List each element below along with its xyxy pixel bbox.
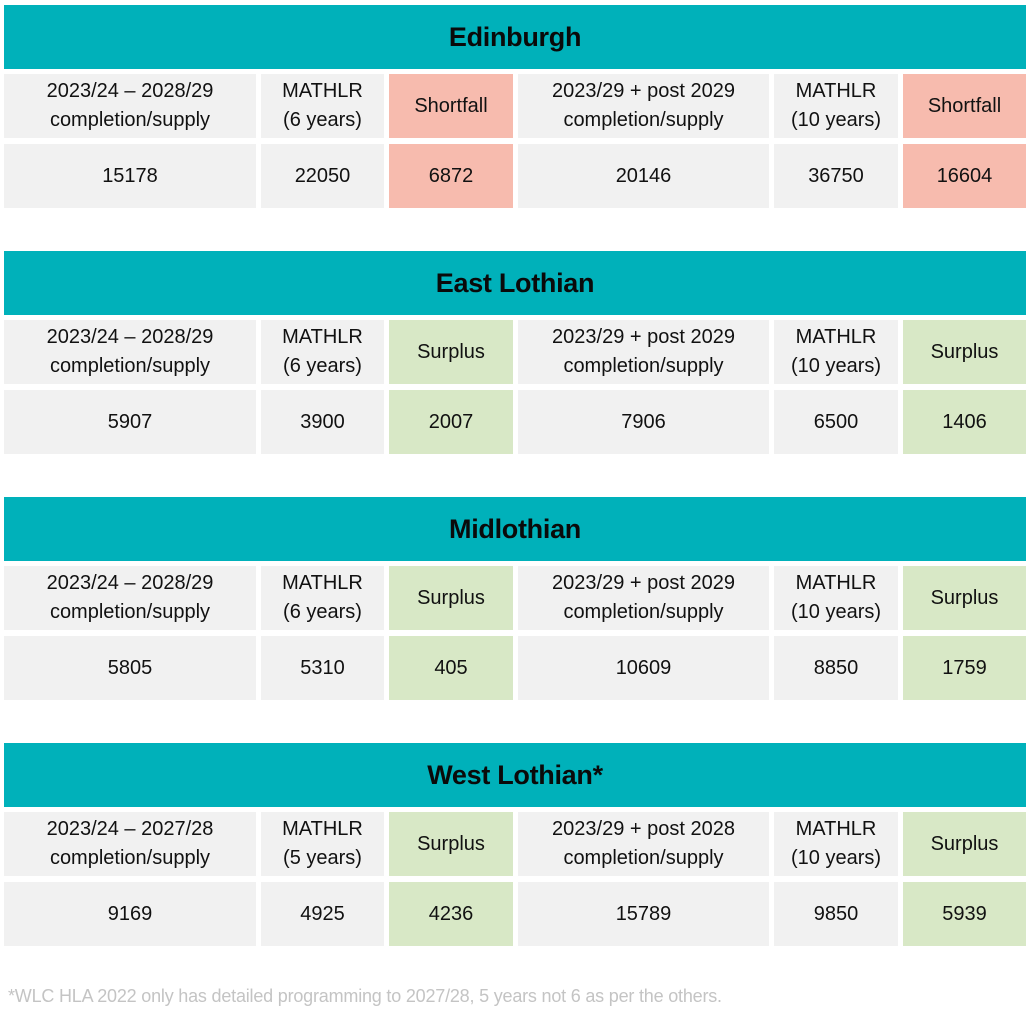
- header-cell-status-a: Surplus: [389, 566, 513, 630]
- header-cell-label: MATHLR (10 years): [790, 326, 882, 377]
- header-cell-label: 2023/24 – 2027/28 completion/supply: [46, 818, 214, 869]
- header-cell-label: Surplus: [417, 586, 485, 609]
- header-cell-label: Surplus: [417, 832, 485, 855]
- value-cell-mathlr-a: 22050: [261, 144, 384, 208]
- value-cell-mathlr-a: 3900: [261, 390, 384, 454]
- header-cell-label: MATHLR (5 years): [282, 818, 363, 869]
- value-cell-status-a: 2007: [389, 390, 513, 454]
- header-cell-label: 2023/29 + post 2029 completion/supply: [552, 572, 735, 623]
- value-cell-status-b: 1406: [903, 390, 1026, 454]
- value-cell-period-a: 9169: [4, 882, 256, 946]
- table-edinburgh: Edinburgh 2023/24 – 2028/29 completion/su…: [4, 5, 1026, 208]
- table-west-lothian: West Lothian* 2023/24 – 2027/28 completio…: [4, 743, 1026, 946]
- header-cell-mathlr-a: MATHLR (5 years): [261, 812, 384, 876]
- header-cell-mathlr-b: MATHLR (10 years): [774, 812, 898, 876]
- header-cell-label: MATHLR (10 years): [790, 80, 882, 131]
- header-cell-mathlr-b: MATHLR (10 years): [774, 320, 898, 384]
- value-cell-status-b: 1759: [903, 636, 1026, 700]
- header-cell-mathlr-b: MATHLR (10 years): [774, 74, 898, 138]
- header-cell-status-a: Surplus: [389, 812, 513, 876]
- header-cell-period-b: 2023/29 + post 2028 completion/supply: [518, 812, 769, 876]
- header-cell-label: MATHLR (6 years): [282, 80, 363, 131]
- header-cell-status-b: Surplus: [903, 812, 1026, 876]
- header-cell-label: Shortfall: [927, 94, 1002, 117]
- header-cell-label: 2023/24 – 2028/29 completion/supply: [46, 572, 214, 623]
- value-cell-mathlr-b: 6500: [774, 390, 898, 454]
- table-title: Midlothian: [4, 497, 1026, 561]
- value-cell-status-a: 4236: [389, 882, 513, 946]
- value-cell-status-a: 405: [389, 636, 513, 700]
- header-cell-label: MATHLR (10 years): [790, 572, 882, 623]
- header-cell-status-b: Surplus: [903, 320, 1026, 384]
- value-cell-mathlr-b: 9850: [774, 882, 898, 946]
- header-cell-label: MATHLR (10 years): [790, 818, 882, 869]
- table-title: West Lothian*: [4, 743, 1026, 807]
- header-cell-period-b: 2023/29 + post 2029 completion/supply: [518, 566, 769, 630]
- header-cell-period-a: 2023/24 – 2027/28 completion/supply: [4, 812, 256, 876]
- value-cell-mathlr-b: 36750: [774, 144, 898, 208]
- table-title: East Lothian: [4, 251, 1026, 315]
- header-cell-mathlr-a: MATHLR (6 years): [261, 74, 384, 138]
- value-cell-mathlr-b: 8850: [774, 636, 898, 700]
- value-cell-status-a: 6872: [389, 144, 513, 208]
- header-cell-label: Surplus: [930, 340, 999, 363]
- header-cell-label: 2023/24 – 2028/29 completion/supply: [46, 80, 214, 131]
- header-cell-label: 2023/29 + post 2029 completion/supply: [552, 326, 735, 377]
- header-cell-period-a: 2023/24 – 2028/29 completion/supply: [4, 74, 256, 138]
- header-cell-status-a: Surplus: [389, 320, 513, 384]
- table-title: Edinburgh: [4, 5, 1026, 69]
- header-cell-label: Surplus: [417, 340, 485, 363]
- header-cell-label: Surplus: [930, 832, 999, 855]
- header-cell-status-a: Shortfall: [389, 74, 513, 138]
- value-cell-period-b: 7906: [518, 390, 769, 454]
- value-cell-period-b: 10609: [518, 636, 769, 700]
- table-midlothian: Midlothian 2023/24 – 2028/29 completion/s…: [4, 497, 1026, 700]
- value-cell-status-b: 5939: [903, 882, 1026, 946]
- header-cell-mathlr-a: MATHLR (6 years): [261, 320, 384, 384]
- footnote: *WLC HLA 2022 only has detailed programm…: [8, 986, 722, 1006]
- header-cell-label: MATHLR (6 years): [282, 326, 363, 377]
- header-cell-label: MATHLR (6 years): [282, 572, 363, 623]
- table-east-lothian: East Lothian 2023/24 – 2028/29 completion…: [4, 251, 1026, 454]
- value-cell-status-b: 16604: [903, 144, 1026, 208]
- header-cell-mathlr-b: MATHLR (10 years): [774, 566, 898, 630]
- header-cell-period-b: 2023/29 + post 2029 completion/supply: [518, 320, 769, 384]
- value-cell-period-b: 20146: [518, 144, 769, 208]
- value-cell-period-b: 15789: [518, 882, 769, 946]
- header-cell-label: 2023/29 + post 2029 completion/supply: [552, 80, 735, 131]
- value-cell-mathlr-a: 5310: [261, 636, 384, 700]
- value-cell-period-a: 5907: [4, 390, 256, 454]
- header-cell-period-a: 2023/24 – 2028/29 completion/supply: [4, 566, 256, 630]
- value-cell-period-a: 5805: [4, 636, 256, 700]
- header-cell-label: 2023/29 + post 2028 completion/supply: [552, 818, 735, 869]
- header-cell-label: Shortfall: [414, 94, 488, 117]
- header-cell-label: 2023/24 – 2028/29 completion/supply: [46, 326, 214, 377]
- header-cell-period-a: 2023/24 – 2028/29 completion/supply: [4, 320, 256, 384]
- header-cell-period-b: 2023/29 + post 2029 completion/supply: [518, 74, 769, 138]
- value-cell-period-a: 15178: [4, 144, 256, 208]
- value-cell-mathlr-a: 4925: [261, 882, 384, 946]
- header-cell-label: Surplus: [930, 586, 999, 609]
- header-cell-status-b: Shortfall: [903, 74, 1026, 138]
- header-cell-status-b: Surplus: [903, 566, 1026, 630]
- header-cell-mathlr-a: MATHLR (6 years): [261, 566, 384, 630]
